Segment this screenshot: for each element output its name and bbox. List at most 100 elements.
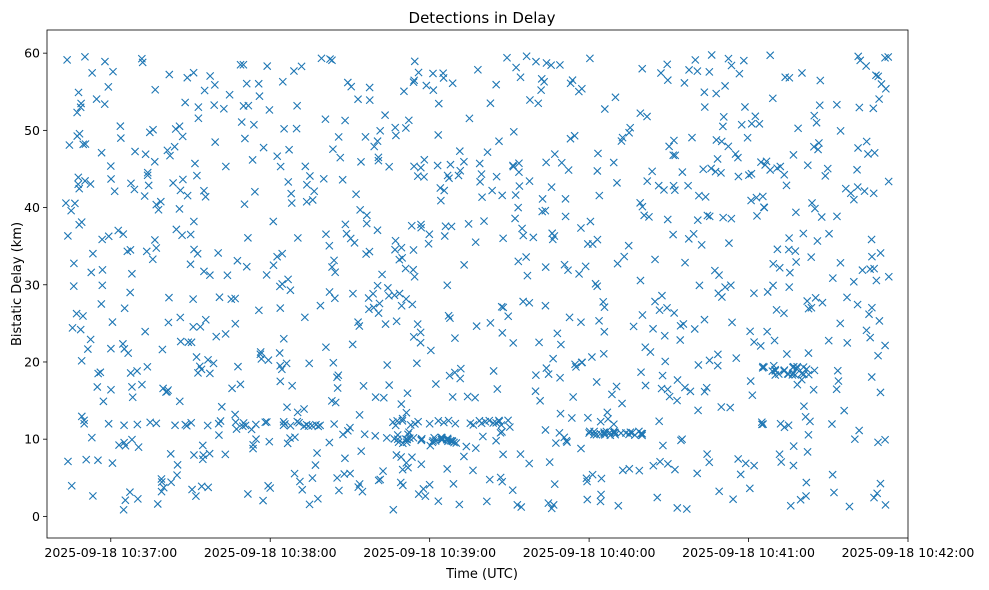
data-point <box>68 323 77 332</box>
data-point <box>328 145 337 154</box>
data-point <box>266 484 275 493</box>
data-point <box>810 204 819 213</box>
data-point <box>278 249 287 258</box>
data-point <box>444 311 453 320</box>
data-point <box>448 392 457 401</box>
data-point <box>583 495 592 504</box>
data-point <box>389 505 398 514</box>
data-point <box>424 239 433 248</box>
data-point <box>273 152 282 161</box>
data-point <box>114 226 123 235</box>
data-point <box>728 318 737 327</box>
data-point <box>317 54 326 63</box>
data-point <box>178 175 187 184</box>
data-point <box>286 434 295 443</box>
data-point <box>865 310 874 319</box>
data-point <box>665 392 674 401</box>
data-point <box>197 482 206 491</box>
data-point <box>100 100 109 109</box>
data-point <box>228 384 237 393</box>
data-point <box>499 303 508 312</box>
data-point <box>302 180 311 189</box>
data-point <box>293 233 302 242</box>
data-point <box>773 245 782 254</box>
data-point <box>724 239 733 248</box>
data-point <box>821 171 830 180</box>
data-point <box>375 299 384 308</box>
data-point <box>746 377 755 386</box>
data-point <box>836 319 845 328</box>
data-point <box>855 426 864 435</box>
data-point <box>239 60 248 69</box>
data-point <box>166 449 175 458</box>
data-point <box>881 341 890 350</box>
data-point <box>700 103 709 112</box>
data-point <box>231 410 240 419</box>
data-point <box>802 478 811 487</box>
data-point <box>254 306 263 315</box>
data-point <box>869 189 878 198</box>
data-point <box>721 283 730 292</box>
data-point <box>849 195 858 204</box>
data-point <box>67 481 76 490</box>
data-point <box>106 162 115 171</box>
data-point <box>231 294 240 303</box>
data-point <box>410 76 419 85</box>
data-point <box>358 487 367 496</box>
data-point <box>498 477 507 486</box>
data-point <box>184 338 193 347</box>
data-point <box>287 199 296 208</box>
data-point <box>70 199 79 208</box>
data-point <box>241 421 250 430</box>
data-point <box>300 313 309 322</box>
data-point <box>462 442 471 451</box>
data-point <box>374 153 383 162</box>
x-tick-label: 2025-09-18 10:38:00 <box>204 545 337 560</box>
data-point <box>398 465 407 474</box>
data-point <box>189 451 198 460</box>
x-tick-label: 2025-09-18 10:39:00 <box>363 545 496 560</box>
data-point <box>578 358 587 367</box>
data-point <box>191 492 200 501</box>
data-point <box>700 88 709 97</box>
data-point <box>607 390 616 399</box>
data-point <box>717 137 726 146</box>
data-point <box>334 371 343 380</box>
data-point <box>832 100 841 109</box>
data-point <box>290 433 299 442</box>
data-point <box>544 499 553 508</box>
data-point <box>854 52 863 61</box>
data-point <box>789 461 798 470</box>
data-point <box>398 481 407 490</box>
data-point <box>860 187 869 196</box>
data-point <box>681 258 690 267</box>
data-point <box>355 410 364 419</box>
data-point <box>620 252 629 261</box>
data-point <box>655 417 664 426</box>
data-point <box>648 167 657 176</box>
data-point <box>210 101 219 110</box>
data-point <box>63 231 72 240</box>
data-point <box>397 243 406 252</box>
data-point <box>409 246 418 255</box>
data-point <box>308 474 317 483</box>
data-point <box>670 465 679 474</box>
data-point <box>390 434 399 443</box>
data-point <box>65 141 74 150</box>
data-point <box>595 316 604 325</box>
data-point <box>143 362 152 371</box>
data-point <box>489 366 498 375</box>
data-point <box>834 377 843 386</box>
data-point <box>745 484 754 493</box>
data-point <box>625 128 634 137</box>
data-point <box>379 467 388 476</box>
data-point <box>525 96 534 104</box>
data-point <box>314 422 323 431</box>
data-point <box>352 190 361 199</box>
data-point <box>454 171 463 180</box>
data-point <box>489 419 498 428</box>
data-point <box>416 338 425 347</box>
data-point <box>716 168 725 177</box>
data-point <box>428 69 437 78</box>
data-point <box>302 420 311 429</box>
